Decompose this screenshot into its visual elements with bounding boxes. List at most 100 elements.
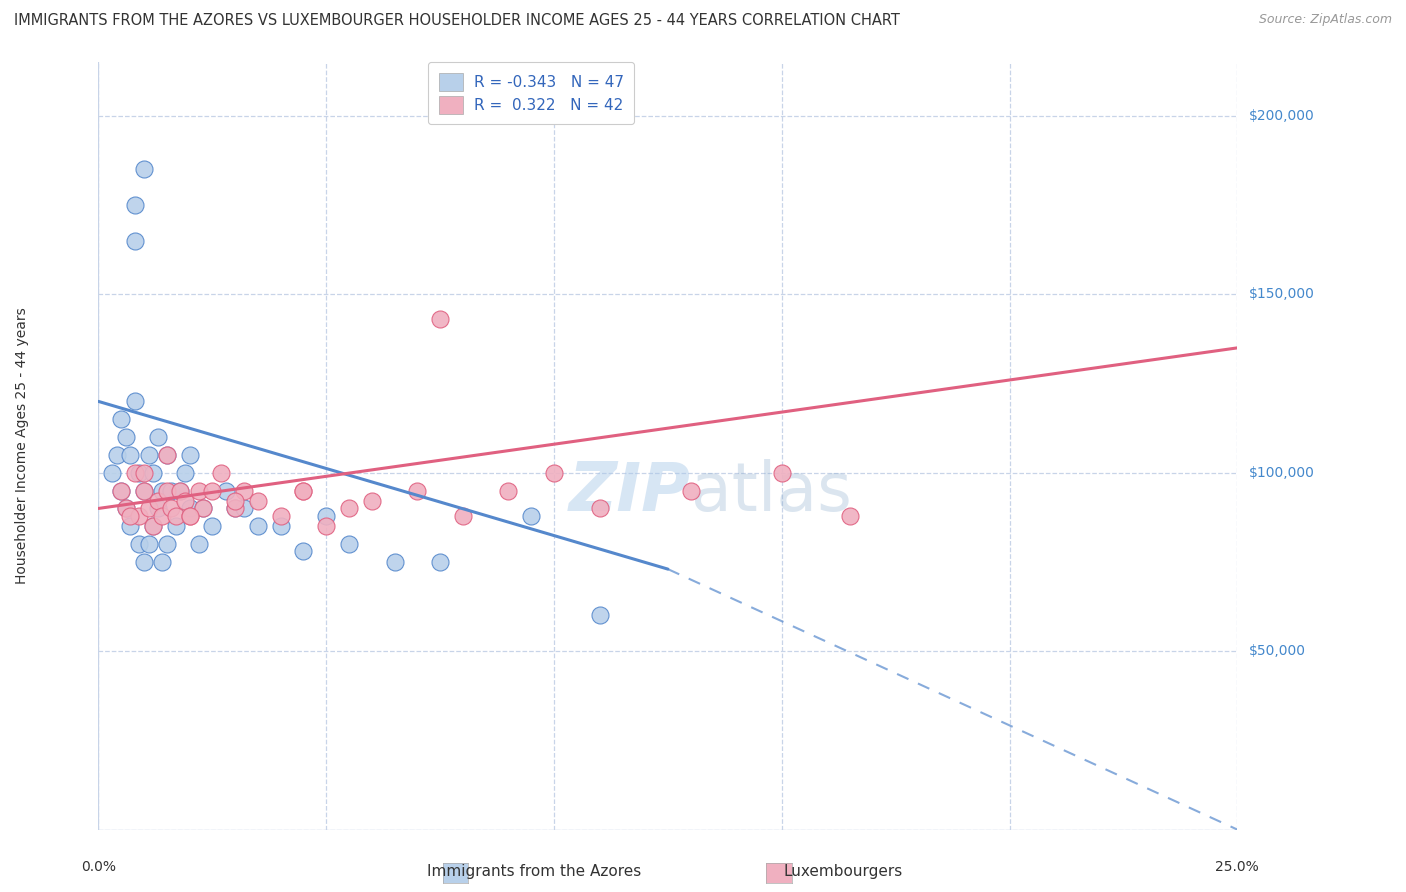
Point: [110, 483, 132, 498]
Point: [132, 466, 155, 480]
Text: Luxembourgers: Luxembourgers: [785, 863, 903, 879]
Point: [150, 555, 173, 569]
Point: [429, 555, 451, 569]
Point: [150, 483, 173, 498]
Point: [105, 448, 128, 462]
Text: $100,000: $100,000: [1249, 466, 1315, 480]
Point: [138, 448, 160, 462]
Text: Source: ZipAtlas.com: Source: ZipAtlas.com: [1258, 13, 1392, 27]
Point: [142, 466, 165, 480]
Point: [160, 501, 183, 516]
Point: [124, 198, 146, 212]
Point: [233, 501, 256, 516]
Text: Householder Income Ages 25 - 44 years: Householder Income Ages 25 - 44 years: [15, 308, 30, 584]
Point: [770, 466, 793, 480]
Point: [110, 412, 132, 426]
Point: [142, 519, 165, 533]
Point: [233, 483, 256, 498]
Point: [146, 494, 169, 508]
Point: [246, 519, 269, 533]
Text: $50,000: $50,000: [1249, 644, 1305, 658]
Point: [174, 494, 197, 508]
Point: [315, 519, 337, 533]
Point: [142, 519, 165, 533]
Point: [179, 508, 201, 523]
Point: [292, 483, 315, 498]
Text: $200,000: $200,000: [1249, 109, 1315, 123]
Point: [179, 448, 201, 462]
Point: [132, 483, 155, 498]
Text: $150,000: $150,000: [1249, 287, 1315, 301]
Text: IMMIGRANTS FROM THE AZORES VS LUXEMBOURGER HOUSEHOLDER INCOME AGES 25 - 44 YEARS: IMMIGRANTS FROM THE AZORES VS LUXEMBOURG…: [14, 13, 900, 29]
Point: [169, 483, 191, 498]
Point: [132, 483, 155, 498]
Point: [588, 501, 610, 516]
Point: [138, 537, 160, 551]
Point: [146, 501, 169, 516]
Point: [179, 501, 201, 516]
Point: [520, 508, 543, 523]
Point: [201, 519, 224, 533]
Point: [174, 466, 197, 480]
Point: [110, 483, 132, 498]
Point: [156, 537, 179, 551]
Point: [124, 234, 146, 248]
Point: [360, 494, 382, 508]
Point: [128, 508, 150, 523]
Text: 25.0%: 25.0%: [1215, 860, 1260, 874]
Point: [215, 483, 238, 498]
Point: [124, 466, 146, 480]
Text: 0.0%: 0.0%: [82, 860, 115, 874]
Text: Immigrants from the Azores: Immigrants from the Azores: [427, 863, 641, 879]
Point: [165, 519, 187, 533]
Point: [187, 537, 209, 551]
Point: [193, 501, 215, 516]
Point: [150, 508, 173, 523]
Point: [451, 508, 474, 523]
Point: [146, 430, 169, 444]
Point: [187, 483, 209, 498]
Point: [114, 430, 136, 444]
Point: [270, 519, 292, 533]
Point: [179, 508, 201, 523]
Point: [270, 508, 292, 523]
Point: [224, 501, 246, 516]
Text: ZIP: ZIP: [569, 459, 690, 525]
Point: [120, 508, 142, 523]
Legend: R = -0.343   N = 47, R =  0.322   N = 42: R = -0.343 N = 47, R = 0.322 N = 42: [427, 62, 634, 125]
Point: [120, 519, 142, 533]
Point: [406, 483, 429, 498]
Point: [165, 508, 187, 523]
Text: atlas: atlas: [690, 459, 852, 525]
Point: [124, 394, 146, 409]
Point: [101, 466, 124, 480]
Point: [156, 448, 179, 462]
Point: [337, 501, 360, 516]
Point: [588, 608, 610, 623]
Point: [120, 448, 142, 462]
Point: [128, 466, 150, 480]
Point: [246, 494, 269, 508]
Point: [429, 312, 451, 326]
Point: [292, 544, 315, 558]
Point: [138, 501, 160, 516]
Point: [498, 483, 520, 498]
Point: [156, 483, 179, 498]
Point: [543, 466, 565, 480]
Point: [114, 501, 136, 516]
Point: [132, 162, 155, 177]
Point: [209, 466, 232, 480]
Point: [193, 501, 215, 516]
Point: [169, 483, 191, 498]
Point: [224, 494, 246, 508]
Point: [114, 501, 136, 516]
Point: [128, 537, 150, 551]
Point: [679, 483, 702, 498]
Point: [224, 501, 246, 516]
Point: [156, 448, 179, 462]
Point: [292, 483, 315, 498]
Point: [384, 555, 406, 569]
Point: [315, 508, 337, 523]
Point: [337, 537, 360, 551]
Point: [839, 508, 862, 523]
